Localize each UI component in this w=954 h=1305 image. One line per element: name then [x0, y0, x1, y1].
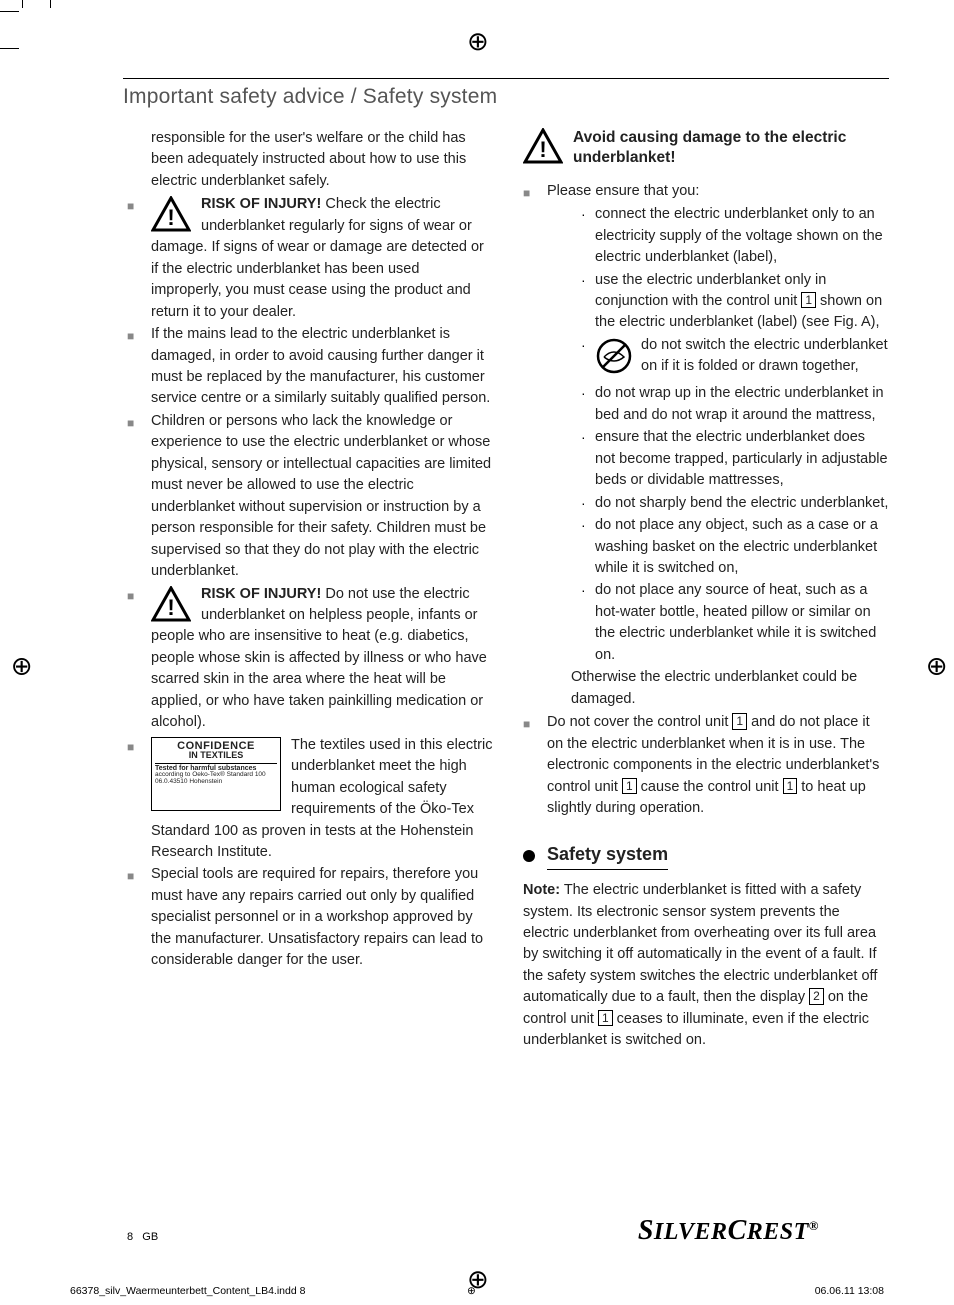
- crop-mark: [0, 48, 19, 49]
- okotex-badge: CONFIDENCE IN TEXTILES Tested for harmfu…: [151, 737, 281, 811]
- page-number: 8: [127, 1231, 133, 1243]
- warning-icon: !: [523, 128, 563, 171]
- list-text: Special tools are required for repairs, …: [151, 864, 493, 971]
- content-columns: responsible for the user's welfare or th…: [127, 128, 889, 1054]
- page: Important safety advice / Safety system …: [65, 30, 889, 1275]
- file-name: 66378_silv_Waermeunterbett_Content_LB4.i…: [70, 1285, 305, 1297]
- warning-icon: !: [151, 196, 191, 232]
- crop-mark: [0, 11, 19, 12]
- dash-icon: [581, 493, 595, 514]
- list-text: If the mains lead to the electric underb…: [151, 324, 493, 410]
- svg-text:!: !: [167, 205, 174, 230]
- sublist-item: ensure that the electric underblanket do…: [595, 427, 889, 491]
- bullet-icon: [127, 411, 151, 583]
- sublist-item: use the electric underblanket only in co…: [595, 270, 889, 334]
- bullet-icon: [127, 735, 151, 864]
- paragraph: responsible for the user's welfare or th…: [151, 128, 493, 192]
- list-text: Check the electric underblanket regularl…: [151, 196, 484, 319]
- brand-logo: SILVERCREST®: [638, 1215, 819, 1247]
- list-item: CONFIDENCE IN TEXTILES Tested for harmfu…: [151, 735, 493, 864]
- list-item: Children or persons who lack the knowled…: [151, 411, 493, 583]
- reg-mark-left: ⊕: [6, 656, 37, 678]
- ref-number: 1: [783, 778, 798, 794]
- list-item: ! RISK OF INJURY! Check the electric und…: [151, 194, 493, 323]
- bullet-icon: [523, 181, 547, 203]
- list-text: do not place any object, such as a case …: [595, 515, 889, 579]
- bullet-icon: [523, 712, 547, 819]
- dash-icon: [581, 580, 595, 666]
- left-column: responsible for the user's welfare or th…: [127, 128, 493, 1054]
- dash-icon: [581, 383, 595, 426]
- list-text: Do not use the electric underblanket on …: [151, 586, 487, 731]
- list-text: do not switch the electric underblanket …: [595, 335, 889, 382]
- sublist-item: do not place any source of heat, such as…: [595, 580, 889, 666]
- okotex-line: IN TEXTILES: [155, 751, 277, 760]
- list-text: ensure that the electric underblanket do…: [595, 427, 889, 491]
- section-header: Safety system: [523, 841, 889, 870]
- warning-icon: !: [151, 586, 191, 622]
- dash-icon: [581, 515, 595, 579]
- no-fold-icon: [595, 337, 633, 382]
- list-item: Do not cover the control unit 1 and do n…: [547, 712, 889, 819]
- ref-number: 2: [809, 988, 824, 1004]
- list-item: If the mains lead to the electric underb…: [151, 324, 493, 410]
- subsection-title: Avoid causing damage to the electric und…: [573, 128, 889, 168]
- list-text: Please ensure that you:: [547, 181, 889, 203]
- list-text: Children or persons who lack the knowled…: [151, 411, 493, 583]
- page-footer: 8 GB: [127, 1231, 158, 1243]
- subsection-header: ! Avoid causing damage to the electric u…: [523, 128, 889, 171]
- ref-number: 1: [801, 292, 816, 308]
- crop-mark: [22, 0, 23, 8]
- list-text: do not sharply bend the electric underbl…: [595, 493, 889, 514]
- sublist-item: connect the electric underblanket only t…: [595, 204, 889, 268]
- svg-text:!: !: [167, 595, 174, 620]
- list-text: do not wrap up in the electric underblan…: [595, 383, 889, 426]
- dash-icon: [581, 204, 595, 268]
- section-title: Safety system: [547, 841, 668, 870]
- list-text: Do not cover the control unit 1 and do n…: [547, 712, 889, 819]
- header-title: Important safety advice / Safety system: [123, 85, 889, 109]
- crop-mark: [50, 0, 51, 8]
- bullet-icon: [127, 584, 151, 734]
- risk-label: RISK OF INJURY!: [201, 196, 321, 212]
- lang-code: GB: [142, 1231, 158, 1243]
- ref-number: 1: [622, 778, 637, 794]
- dash-icon: [581, 270, 595, 334]
- sublist-item: do not place any object, such as a case …: [595, 515, 889, 579]
- risk-label: RISK OF INJURY!: [201, 586, 321, 602]
- paragraph: Note: The electric underblanket is fitte…: [523, 880, 889, 1052]
- paragraph: Otherwise the electric underblanket coul…: [571, 667, 889, 710]
- ref-number: 1: [732, 713, 747, 729]
- list-item: Please ensure that you:: [547, 181, 889, 203]
- list-item: ! RISK OF INJURY! Do not use the electri…: [151, 584, 493, 734]
- sublist-item: do not wrap up in the electric underblan…: [595, 383, 889, 426]
- bullet-icon: [127, 324, 151, 410]
- okotex-line: 06.0.43510 Hohenstein: [155, 779, 277, 786]
- sublist-item: do not switch the electric underblanket …: [595, 335, 889, 382]
- list-text: use the electric underblanket only in co…: [595, 270, 889, 334]
- list-item: Special tools are required for repairs, …: [151, 864, 493, 971]
- reg-mark-right: ⊕: [921, 656, 952, 678]
- note-label: Note:: [523, 882, 560, 898]
- bullet-icon: [127, 194, 151, 323]
- dash-icon: [581, 427, 595, 491]
- header: Important safety advice / Safety system: [123, 78, 889, 125]
- right-column: ! Avoid causing damage to the electric u…: [523, 128, 889, 1054]
- print-footer: 66378_silv_Waermeunterbett_Content_LB4.i…: [0, 1285, 954, 1305]
- sublist-item: do not sharply bend the electric underbl…: [595, 493, 889, 514]
- ref-number: 1: [598, 1010, 613, 1026]
- bullet-icon: [127, 864, 151, 971]
- svg-text:!: !: [539, 137, 546, 162]
- section-bullet-icon: [523, 850, 535, 862]
- list-text: connect the electric underblanket only t…: [595, 204, 889, 268]
- dash-icon: [581, 335, 595, 382]
- timestamp: 06.06.11 13:08: [815, 1285, 884, 1297]
- list-text: do not place any source of heat, such as…: [595, 580, 889, 666]
